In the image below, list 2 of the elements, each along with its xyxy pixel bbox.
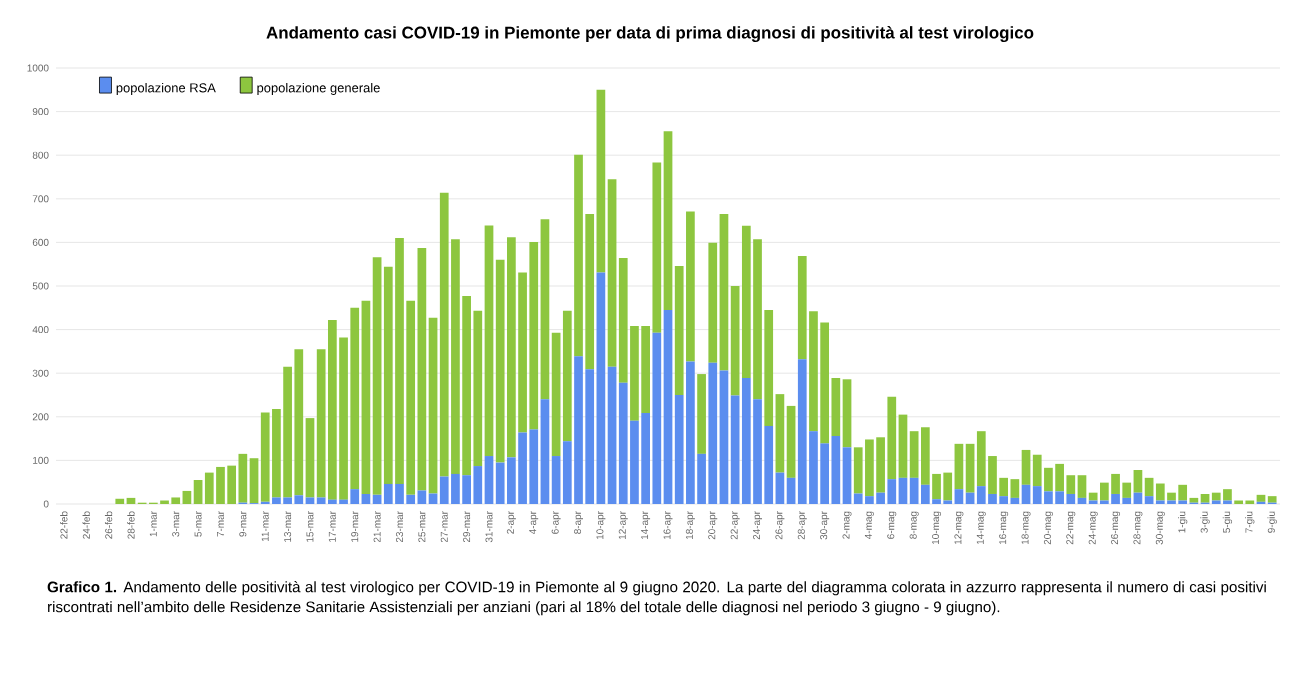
chart-title: Andamento casi COVID-19 in Piemonte per data di prima diagnosi di positività al test virologico: [266, 25, 1034, 42]
bar: [697, 374, 706, 454]
